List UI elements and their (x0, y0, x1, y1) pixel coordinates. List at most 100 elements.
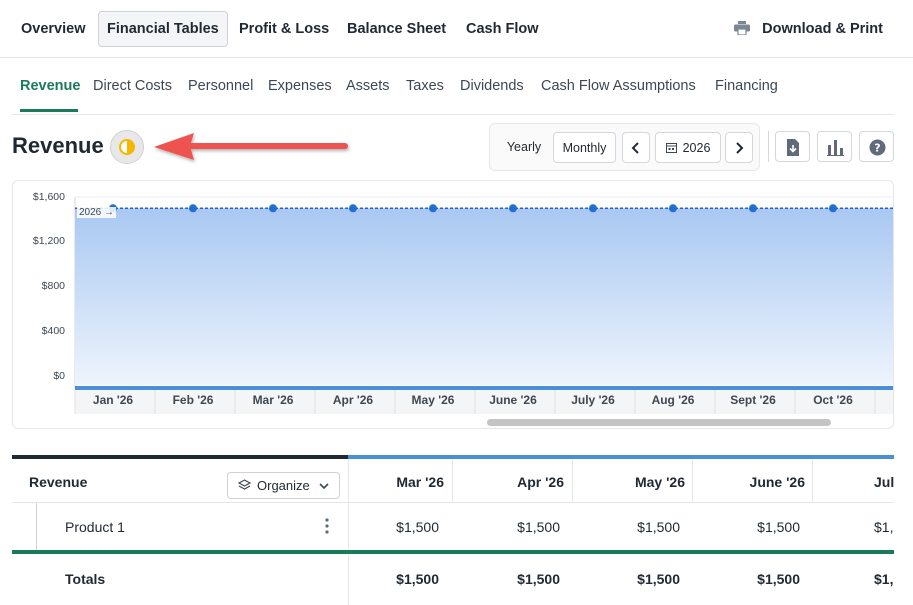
toolbar-divider (768, 131, 769, 162)
prev-year-button[interactable] (622, 132, 650, 163)
svg-text:?: ? (874, 142, 880, 155)
data-point[interactable] (189, 204, 197, 213)
revenue-table: Revenue Organize Mar '26 Apr '26 May '26… (12, 455, 894, 605)
page-title: Revenue (12, 133, 104, 158)
subtab-taxes[interactable]: Taxes (406, 78, 444, 94)
chart-type-button[interactable] (817, 131, 852, 162)
y-tick-label: $800 (41, 280, 65, 292)
organize-label: Organize (257, 478, 310, 493)
x-axis-bar (75, 386, 893, 390)
subtab-direct-costs[interactable]: Direct Costs (93, 78, 172, 94)
data-point[interactable] (589, 204, 597, 213)
row-value: $1,500 (517, 519, 560, 535)
pointer-arrow-icon (154, 133, 348, 160)
row-value: $1,500 (396, 519, 439, 535)
x-tick-label: May '26 (411, 393, 455, 407)
tab-overview[interactable]: Overview (21, 21, 86, 37)
row-indent-guide (36, 503, 37, 550)
help-button[interactable]: ? (859, 131, 894, 162)
totals-label: Totals (65, 571, 106, 587)
row-value: $1,500 (637, 519, 680, 535)
data-point[interactable] (429, 204, 437, 213)
x-tick-label: Aug '26 (651, 393, 695, 407)
data-point[interactable] (669, 204, 677, 213)
x-tick-label: Sept '26 (730, 393, 776, 407)
row-menu-icon[interactable] (325, 518, 329, 534)
data-point[interactable] (829, 204, 837, 213)
subtab-assets[interactable]: Assets (346, 78, 390, 94)
row-label: Product 1 (65, 519, 125, 535)
table-header-label: Revenue (29, 474, 88, 490)
x-tick-label: July '26 (571, 393, 615, 407)
subtab-dividends[interactable]: Dividends (460, 78, 524, 94)
series-area (75, 208, 893, 385)
revenue-chart: $1,600 $1,200 $800 $400 $0 2026 → Jan '2… (12, 180, 894, 429)
column-divider (812, 459, 813, 503)
subtab-expenses[interactable]: Expenses (268, 78, 332, 94)
totals-value: $1, (874, 571, 894, 587)
column-header: June '26 (749, 474, 805, 490)
chart-plot (74, 196, 893, 414)
y-tick-label: $0 (53, 370, 65, 382)
totals-divider (12, 550, 894, 554)
data-point[interactable] (509, 204, 517, 213)
organize-button[interactable]: Organize (227, 472, 340, 499)
subtab-financing[interactable]: Financing (715, 78, 778, 94)
totals-value: $1,500 (637, 571, 680, 587)
download-print-label: Download & Print (762, 21, 883, 37)
subtab-personnel[interactable]: Personnel (188, 78, 254, 94)
y-tick-label: $400 (41, 325, 65, 337)
chevron-right-icon (736, 142, 744, 154)
printer-icon (734, 13, 751, 36)
totals-value: $1,500 (517, 571, 560, 587)
monthly-button[interactable]: Monthly (553, 132, 616, 163)
column-header: Mar '26 (396, 474, 444, 490)
table-header-row: Revenue Organize Mar '26 Apr '26 May '26… (12, 459, 894, 503)
x-tick-label: Feb '26 (172, 393, 214, 407)
y-tick-label: $1,200 (32, 235, 65, 247)
chevron-left-icon (631, 142, 639, 154)
yearly-button[interactable]: Yearly (506, 140, 542, 154)
export-button[interactable] (775, 131, 810, 162)
help-icon: ? (869, 139, 886, 156)
tab-cash-flow[interactable]: Cash Flow (466, 21, 539, 37)
half-circle-icon (119, 139, 135, 155)
bar-chart-icon (827, 140, 844, 156)
chart-toggle-button[interactable] (110, 130, 144, 164)
column-divider (572, 459, 573, 503)
top-nav: Overview Financial Tables Profit & Loss … (0, 0, 913, 58)
y-tick-label: $1,600 (32, 191, 65, 203)
x-tick-label: Jan '26 (92, 393, 134, 407)
tab-balance-sheet[interactable]: Balance Sheet (347, 21, 447, 37)
table-top-border (12, 455, 348, 459)
layers-icon (238, 479, 251, 490)
x-tick-label: June '26 (489, 393, 537, 407)
year-value: 2026 (682, 141, 711, 155)
tab-profit-loss[interactable]: Profit & Loss (239, 21, 330, 37)
data-point[interactable] (269, 204, 277, 213)
totals-value: $1,500 (757, 571, 800, 587)
data-point[interactable] (749, 204, 757, 213)
x-tick-label: Oct '26 (813, 393, 853, 407)
series-label: 2026 → (77, 207, 117, 218)
tab-financial-tables[interactable]: Financial Tables (98, 11, 228, 47)
chart-scrollbar[interactable] (487, 419, 831, 426)
row-value: $1, (874, 519, 894, 535)
data-point[interactable] (349, 204, 357, 213)
table-top-border-accent (348, 455, 894, 459)
next-year-button[interactable] (725, 132, 753, 163)
period-controls: Yearly Monthly 2026 (489, 123, 760, 171)
subtab-revenue[interactable]: Revenue (20, 78, 81, 94)
download-print-button[interactable]: Download & Print (734, 11, 883, 47)
file-download-icon (787, 139, 799, 156)
column-header: Apr '26 (517, 474, 564, 490)
calendar-icon (665, 143, 677, 153)
column-divider (348, 459, 349, 605)
x-tick-label: Apr '26 (332, 393, 374, 407)
sub-nav: Revenue Direct Costs Personnel Expenses … (12, 62, 894, 115)
x-axis-band (75, 390, 893, 414)
column-header: May '26 (634, 474, 685, 490)
subtab-cash-flow-assumptions[interactable]: Cash Flow Assumptions (541, 78, 696, 94)
column-header: Jul (874, 474, 894, 490)
year-selector[interactable]: 2026 (655, 132, 721, 163)
